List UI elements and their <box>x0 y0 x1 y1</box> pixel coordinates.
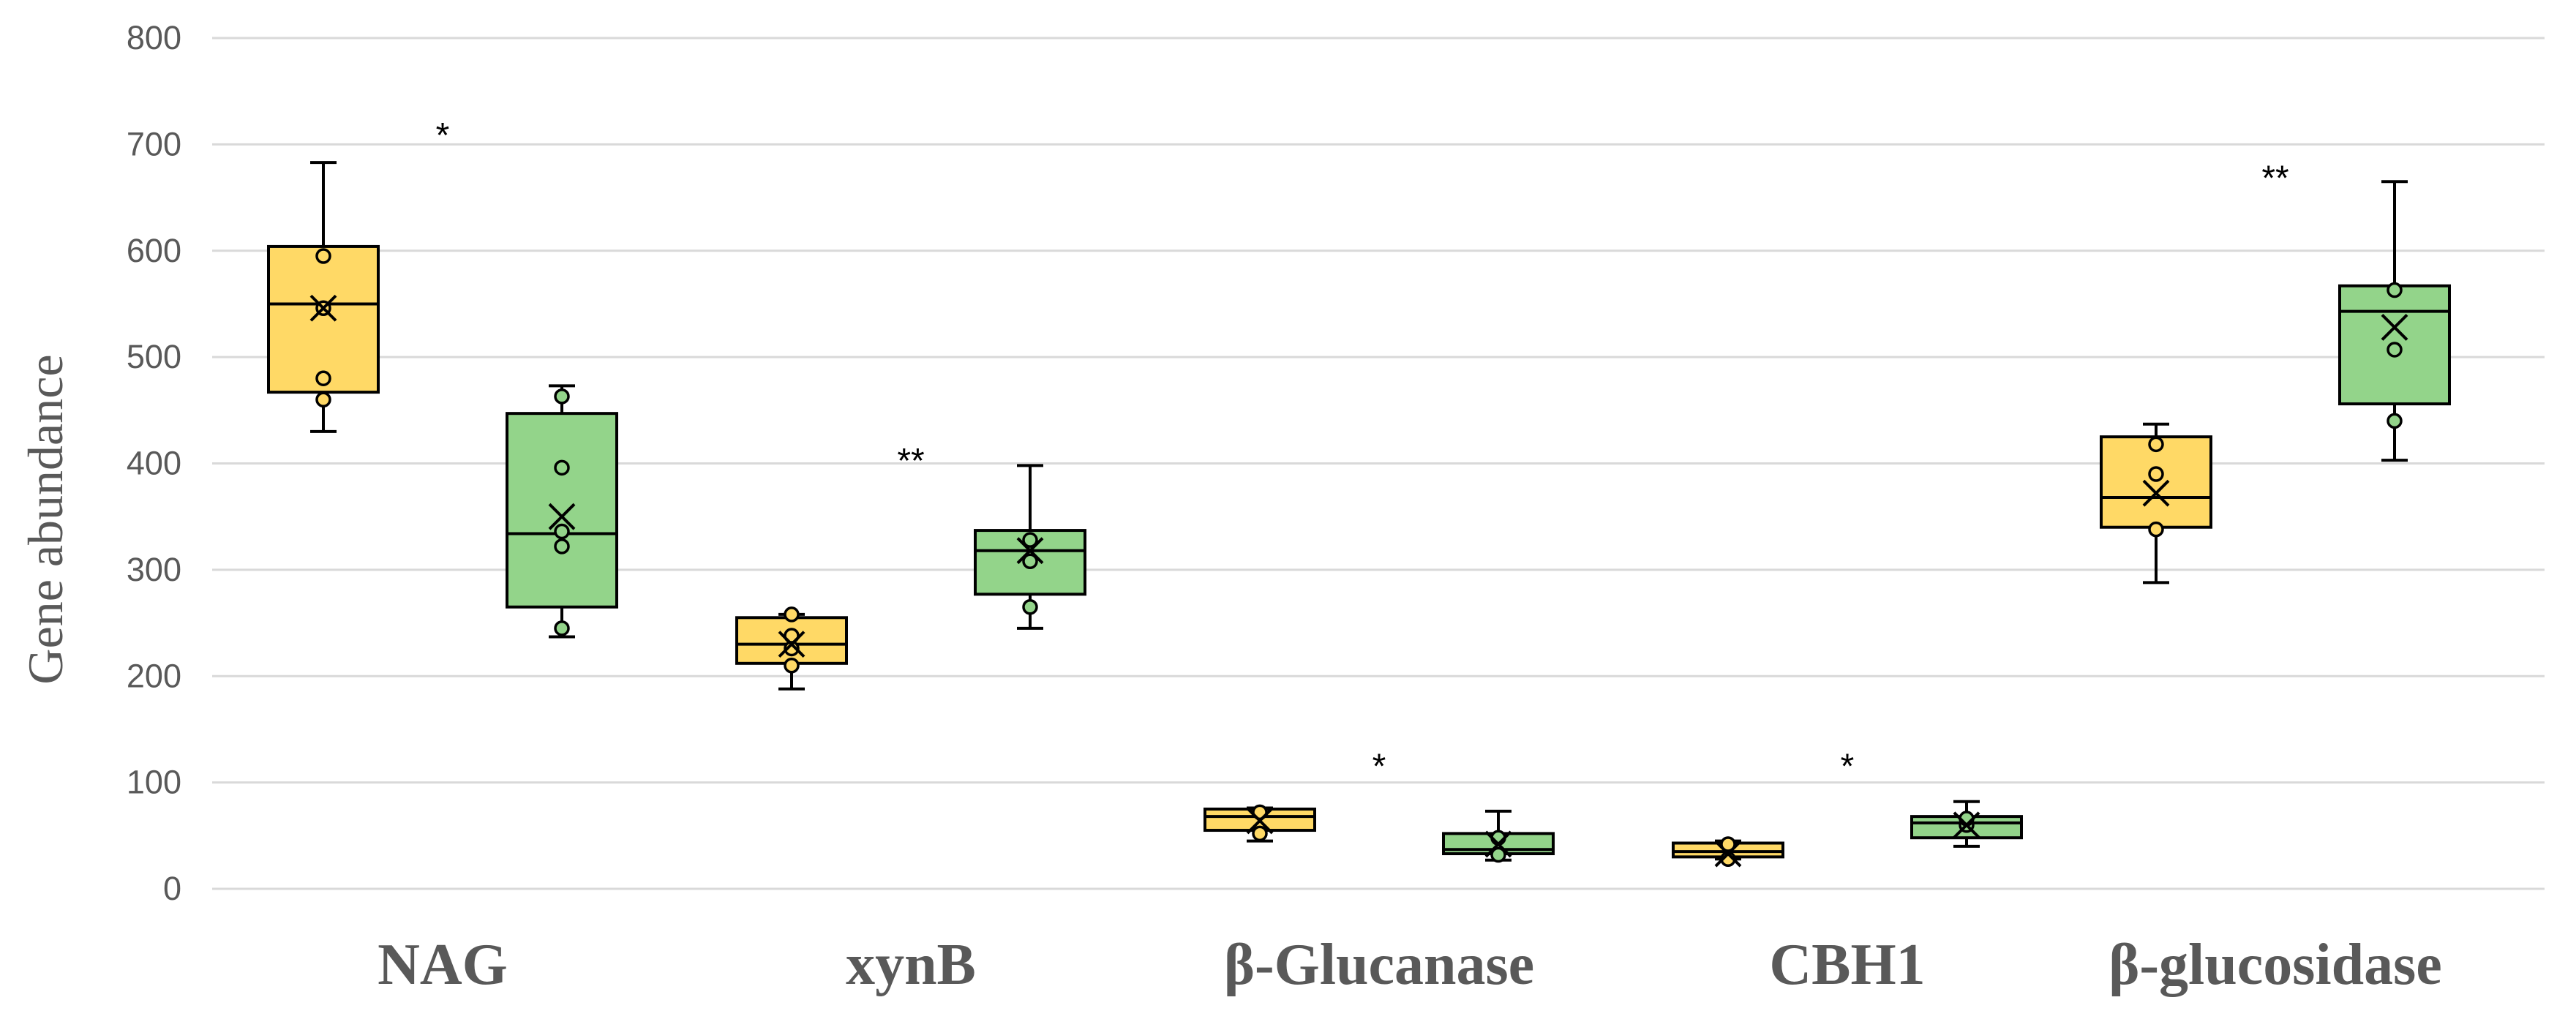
data-point <box>784 657 800 674</box>
data-point <box>315 391 331 408</box>
box-green-4 <box>2338 180 2451 462</box>
mean-marker <box>309 294 337 322</box>
data-point <box>784 606 800 623</box>
box-green-2 <box>1442 809 1555 863</box>
data-point <box>1720 836 1736 852</box>
data-point <box>554 388 570 405</box>
data-point <box>554 620 570 636</box>
box-green-1 <box>974 464 1086 630</box>
box-yellow-4 <box>2100 422 2212 584</box>
y-tick-label: 400 <box>127 445 181 482</box>
significance-marker: ** <box>897 442 924 481</box>
boxes <box>267 161 2451 868</box>
y-tick-label: 700 <box>127 125 181 162</box>
data-point <box>315 248 331 264</box>
data-point <box>1252 825 1268 842</box>
significance-marker: * <box>1841 747 1855 786</box>
mean-marker <box>778 631 806 658</box>
category-label: CBH1 <box>1769 933 1925 997</box>
mean-marker <box>1953 811 1980 839</box>
category-labels: NAG xynB β-Glucanase CBH1 β-glucosidase <box>378 933 2442 997</box>
significance-marker: ** <box>2261 159 2288 198</box>
significance-marker: * <box>1373 747 1386 786</box>
category-label: β-Glucanase <box>1224 933 1534 997</box>
box-yellow-2 <box>1203 804 1316 843</box>
y-tick-label: 800 <box>127 19 181 56</box>
y-tick-label: 0 <box>163 870 181 907</box>
y-tick-label: 600 <box>127 232 181 269</box>
data-point <box>1490 846 1506 863</box>
data-point <box>554 538 570 555</box>
significance-marker: * <box>436 116 450 155</box>
y-tick-label: 200 <box>127 657 181 694</box>
mean-marker <box>1714 840 1742 868</box>
y-tick-label: 100 <box>127 764 181 801</box>
data-point <box>554 523 570 540</box>
data-point <box>1022 553 1038 569</box>
box-yellow-0 <box>267 161 380 433</box>
mean-marker <box>548 503 576 530</box>
data-point <box>2148 521 2164 538</box>
box-green-3 <box>1910 800 2023 848</box>
data-point <box>2148 436 2164 453</box>
mean-marker <box>2381 314 2408 341</box>
y-axis-title: Gene abundance <box>18 354 73 684</box>
mean-marker <box>1484 830 1512 858</box>
iqr-box <box>506 412 618 609</box>
y-axis-ticks: 0 100 200 300 400 500 600 700 800 <box>127 19 181 907</box>
box-yellow-3 <box>1672 836 1784 868</box>
mean-marker <box>1246 807 1274 835</box>
data-point <box>2148 466 2164 482</box>
category-label: NAG <box>378 933 508 997</box>
data-point <box>2387 413 2403 429</box>
y-tick-label: 500 <box>127 338 181 375</box>
data-point <box>1022 532 1038 548</box>
data-point <box>2387 282 2403 298</box>
mean-marker <box>1016 537 1044 565</box>
data-point <box>1022 599 1038 615</box>
mean-marker <box>2142 479 2170 507</box>
data-point <box>554 459 570 476</box>
box-yellow-1 <box>735 606 848 691</box>
data-point <box>2387 342 2403 358</box>
category-label: β-glucosidase <box>2109 933 2442 997</box>
data-point <box>315 370 331 386</box>
y-tick-label: 300 <box>127 551 181 588</box>
significance-annotations: **** *** <box>436 116 2289 786</box>
box-green-0 <box>506 384 618 639</box>
iqr-box <box>267 244 380 394</box>
category-label: xynB <box>846 933 976 997</box>
